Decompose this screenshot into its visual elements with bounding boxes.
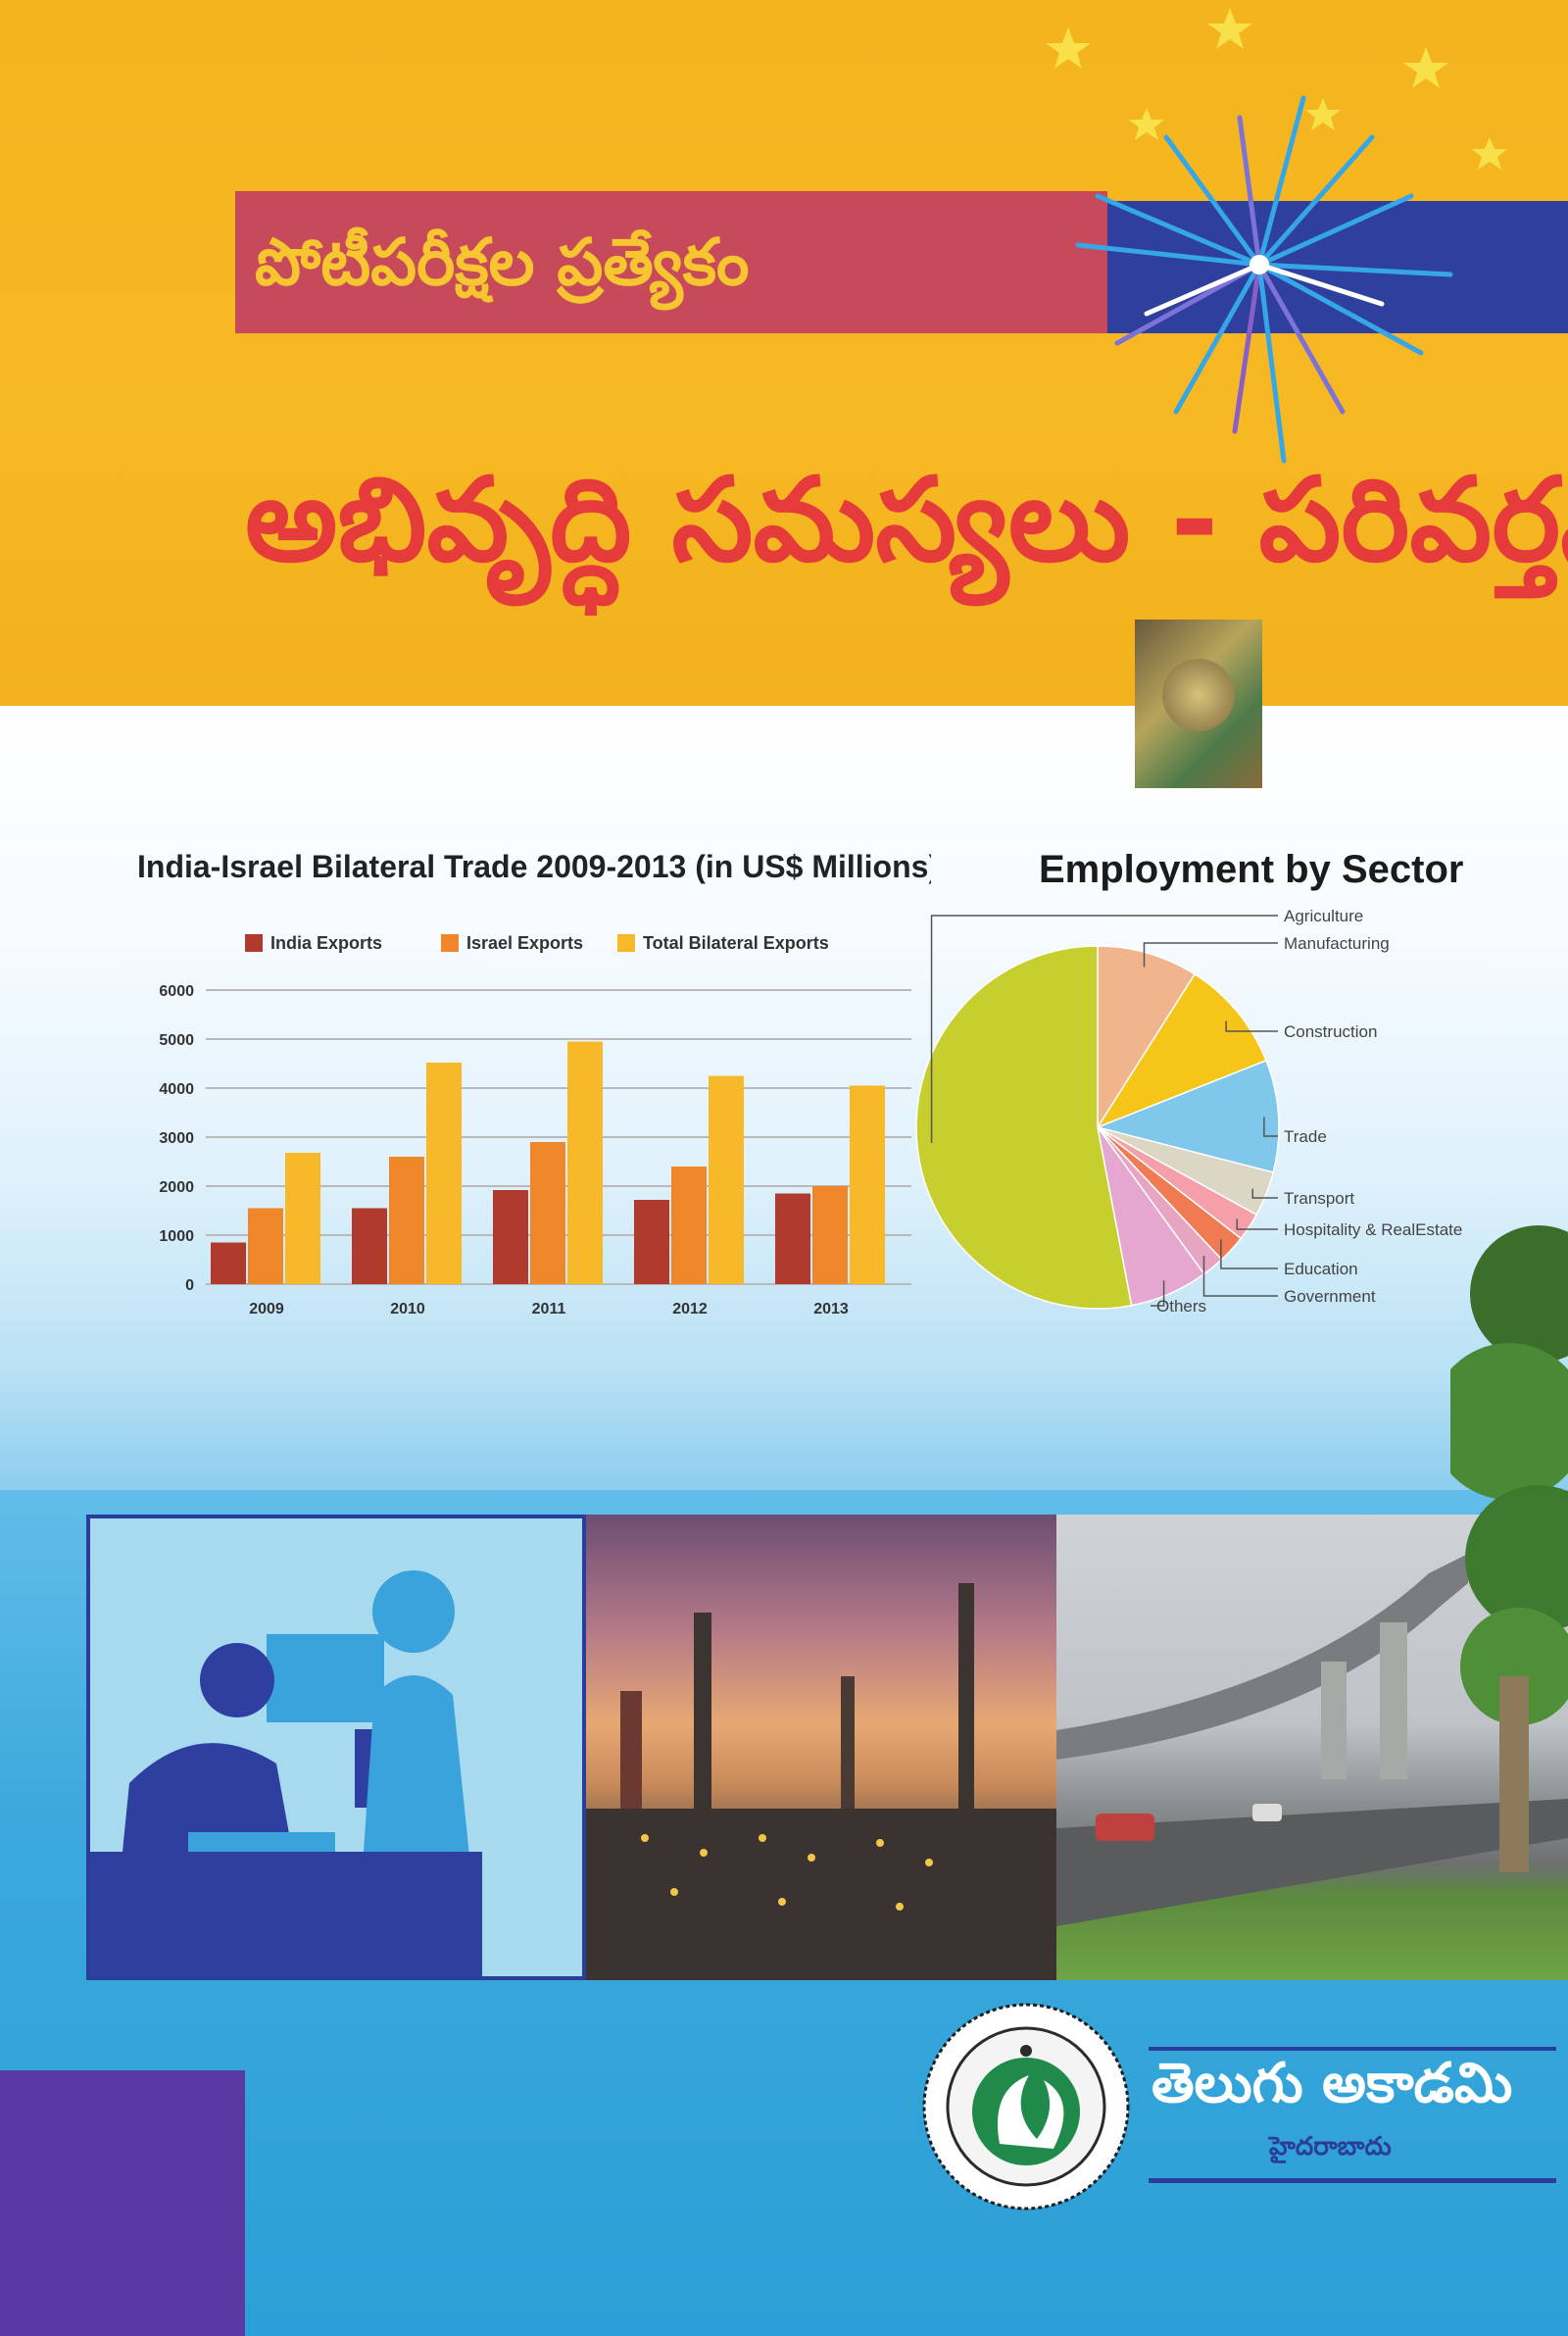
pie-slice	[1097, 945, 1197, 1130]
star-icon	[1305, 98, 1341, 130]
flyover-silhouette	[1056, 1554, 1568, 1926]
star-icon	[1207, 8, 1252, 49]
bar	[211, 1242, 246, 1284]
y-tick-label: 1000	[159, 1228, 194, 1245]
legend-swatch	[441, 934, 459, 952]
bar	[426, 1063, 462, 1284]
pie-chart-title: Employment by Sector	[1039, 848, 1463, 891]
bar-chart-ticks: 0 1000 2000 3000 4000 5000 6000 2009 2010 2011 201…	[159, 983, 848, 1317]
pie-slice-label: Transport	[1284, 1189, 1354, 1208]
pie-slice-label: Hospitality & RealEstate	[1284, 1220, 1462, 1239]
pie-leader-line	[1202, 1256, 1278, 1297]
legend-label: Total Bilateral Exports	[643, 933, 829, 953]
pie-slice	[915, 945, 1133, 1310]
bar	[352, 1208, 387, 1284]
bar	[671, 1167, 707, 1284]
pie-leader-line	[1236, 1218, 1278, 1230]
x-tick-label: 2010	[390, 1301, 425, 1317]
bar	[812, 1186, 848, 1284]
legend-swatch	[245, 934, 263, 952]
pie-leader-line	[1263, 1117, 1278, 1137]
cover-middle-band	[0, 706, 1568, 1490]
tagline-banner	[235, 191, 1107, 333]
pie-chart-labels: Agriculture Manufacturing Construction Trad…	[930, 907, 1462, 1316]
x-tick-label: 2009	[249, 1301, 284, 1317]
pie-leader-line	[1251, 1188, 1278, 1199]
bar	[850, 1085, 885, 1284]
photo-strip	[86, 1515, 1568, 1980]
star-icon	[1472, 137, 1507, 170]
pie-leader-line	[1143, 942, 1278, 968]
pie-slice-label: Trade	[1284, 1127, 1327, 1146]
trade-bar-chart: India-Israel Bilateral Trade 2009-2013 (…	[137, 849, 931, 1317]
academy-logo	[922, 2003, 1130, 2211]
bar	[634, 1200, 669, 1284]
star-icon	[1046, 27, 1091, 69]
legend-label: Israel Exports	[466, 933, 583, 953]
bar	[285, 1153, 320, 1284]
pie-leader-line	[1220, 1239, 1278, 1269]
x-tick-label: 2012	[672, 1301, 708, 1317]
hologram-seal	[1135, 620, 1262, 788]
pie-slice-label: Others	[1156, 1297, 1206, 1316]
book-title: అభివృద్ధి సమస్యలు - పరివర్తన	[245, 452, 1568, 587]
x-tick-label: 2013	[813, 1301, 849, 1317]
legend-swatch	[617, 934, 635, 952]
pie-leader-line	[1225, 1020, 1278, 1032]
bar	[567, 1041, 603, 1284]
tagline-text: పోటీపరీక్షల ప్రత్యేకం	[255, 224, 750, 300]
pie-slice-label: Education	[1284, 1260, 1358, 1278]
pie-leader-line	[1151, 1280, 1165, 1307]
call-center-silhouettes	[90, 1518, 582, 1976]
x-tick-label: 2011	[532, 1301, 566, 1317]
bar	[775, 1193, 810, 1284]
y-tick-label: 6000	[159, 983, 194, 1000]
pie-slice-label: Construction	[1284, 1022, 1377, 1041]
legend-label: India Exports	[270, 933, 382, 953]
y-tick-label: 0	[185, 1277, 194, 1294]
purple-corner-block	[0, 2070, 245, 2336]
publisher-city: హైదరాబాదు	[1269, 2132, 1392, 2162]
employment-pie-chart: Employment by Sector Agriculture Manufact…	[915, 848, 1463, 1316]
pie-slice	[1095, 1059, 1280, 1173]
swan-icon	[998, 2075, 1064, 2149]
y-tick-label: 3000	[159, 1130, 194, 1147]
pie-slice-label: Government	[1284, 1287, 1376, 1306]
firework-decoration	[1075, 95, 1453, 464]
pie-leader-line	[930, 915, 1278, 1144]
star-icon	[1129, 108, 1164, 140]
y-tick-label: 2000	[159, 1179, 194, 1196]
bar	[709, 1075, 744, 1284]
call-center-illustration	[86, 1515, 586, 1980]
bar	[248, 1208, 283, 1284]
bar	[530, 1142, 565, 1284]
pie-chart-slices	[915, 945, 1280, 1310]
stars-decoration	[1046, 8, 1507, 170]
industry-photo	[586, 1515, 1056, 1980]
refinery-silhouette	[586, 1583, 1056, 1980]
pie-slice-label: Agriculture	[1284, 907, 1363, 925]
hologram-emblem	[1162, 659, 1235, 731]
bar	[493, 1190, 528, 1284]
star-icon	[1403, 47, 1448, 88]
pie-slice-label: Manufacturing	[1284, 934, 1390, 953]
publisher-top-rule	[1149, 2047, 1556, 2051]
y-tick-label: 5000	[159, 1032, 194, 1049]
bar-chart-bars	[211, 1041, 885, 1284]
bar-chart-title: India-Israel Bilateral Trade 2009-2013 (…	[137, 849, 931, 884]
bar	[389, 1157, 424, 1284]
y-tick-label: 4000	[159, 1081, 194, 1098]
tree-decoration	[1450, 1225, 1568, 1872]
publisher-name: తెలుగు అకాడమి	[1152, 2052, 1513, 2115]
publisher-bottom-rule	[1149, 2178, 1556, 2183]
bar-chart-legend: India Exports Israel Exports Total Bilater…	[245, 933, 829, 953]
pie-slice	[1096, 972, 1267, 1129]
